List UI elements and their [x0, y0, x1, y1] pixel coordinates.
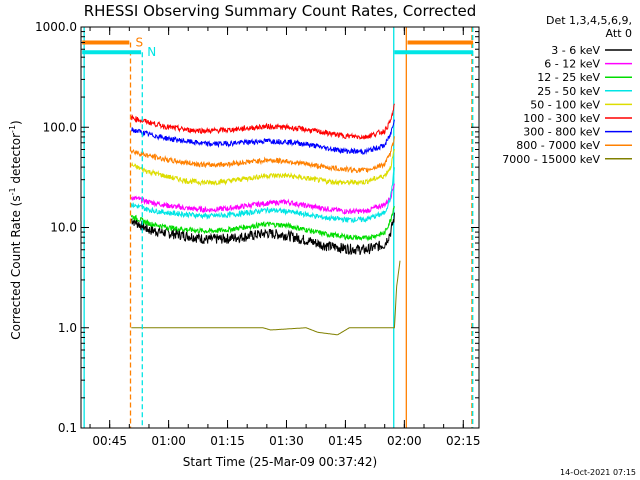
annotation-layer: SN [82, 36, 474, 428]
legend-item-label: 25 - 50 keV [537, 85, 600, 98]
series-line [130, 206, 395, 242]
legend-header-line1: Det 1,3,4,5,6,9, [546, 14, 632, 27]
annotation-label: S [136, 36, 144, 50]
y-ticks: 0.1 1.0 10.0 100.0 1000.0 [35, 20, 479, 435]
y-tick-label: 100.0 [43, 120, 77, 134]
series-line [130, 167, 395, 224]
series-line [131, 260, 401, 336]
annotation-label: N [147, 45, 156, 59]
y-tick-label: 10.0 [50, 221, 77, 235]
y-tick-label: 1.0 [58, 321, 77, 335]
legend-item-label: 300 - 800 keV [523, 126, 600, 139]
chart-title: RHESSI Observing Summary Count Rates, Co… [84, 2, 477, 20]
y-tick-label: 0.1 [58, 421, 77, 435]
legend-item-label: 100 - 300 keV [523, 112, 600, 125]
series-line [130, 183, 395, 216]
legend-item-label: 50 - 100 keV [530, 98, 600, 111]
y-axis-label-sup1: -1 [8, 187, 17, 195]
series-line [130, 212, 395, 255]
x-tick-label: 02:00 [387, 434, 422, 448]
y-axis-label-end: ) [9, 120, 23, 125]
series-line [130, 103, 395, 140]
x-tick-label: 01:15 [210, 434, 245, 448]
legend-item-label: 12 - 25 keV [537, 71, 600, 84]
y-axis-label: Corrected Count Rate (s-1 detector-1) [8, 120, 23, 339]
y-axis-label-mid: detector [9, 133, 23, 188]
y-axis-label-main: Corrected Count Rate (s [9, 195, 23, 339]
legend-header-line2: Att 0 [606, 27, 632, 40]
y-axis-label-sup2: -1 [8, 125, 17, 133]
x-tick-label: 01:45 [328, 434, 363, 448]
x-axis-label: Start Time (25-Mar-09 00:37:42) [183, 455, 377, 469]
x-tick-label: 00:45 [92, 434, 127, 448]
x-tick-label: 02:15 [446, 434, 481, 448]
legend-item-label: 7000 - 15000 keV [502, 153, 600, 166]
series-line [131, 148, 395, 187]
y-tick-label: 1000.0 [35, 20, 77, 34]
x-tick-label: 01:30 [269, 434, 304, 448]
x-tick-label: 01:00 [151, 434, 186, 448]
series-layer [130, 103, 401, 336]
x-ticks: 00:45 01:00 01:15 01:30 01:45 02:00 02:15 [89, 27, 481, 448]
series-line [130, 136, 395, 174]
legend-item-label: 6 - 12 keV [544, 58, 600, 71]
legend-item-label: 800 - 7000 keV [516, 139, 600, 152]
legend-item-label: 3 - 6 keV [551, 44, 600, 57]
timestamp: 14-Oct-2021 07:15 [560, 468, 636, 477]
series-line [130, 119, 395, 155]
